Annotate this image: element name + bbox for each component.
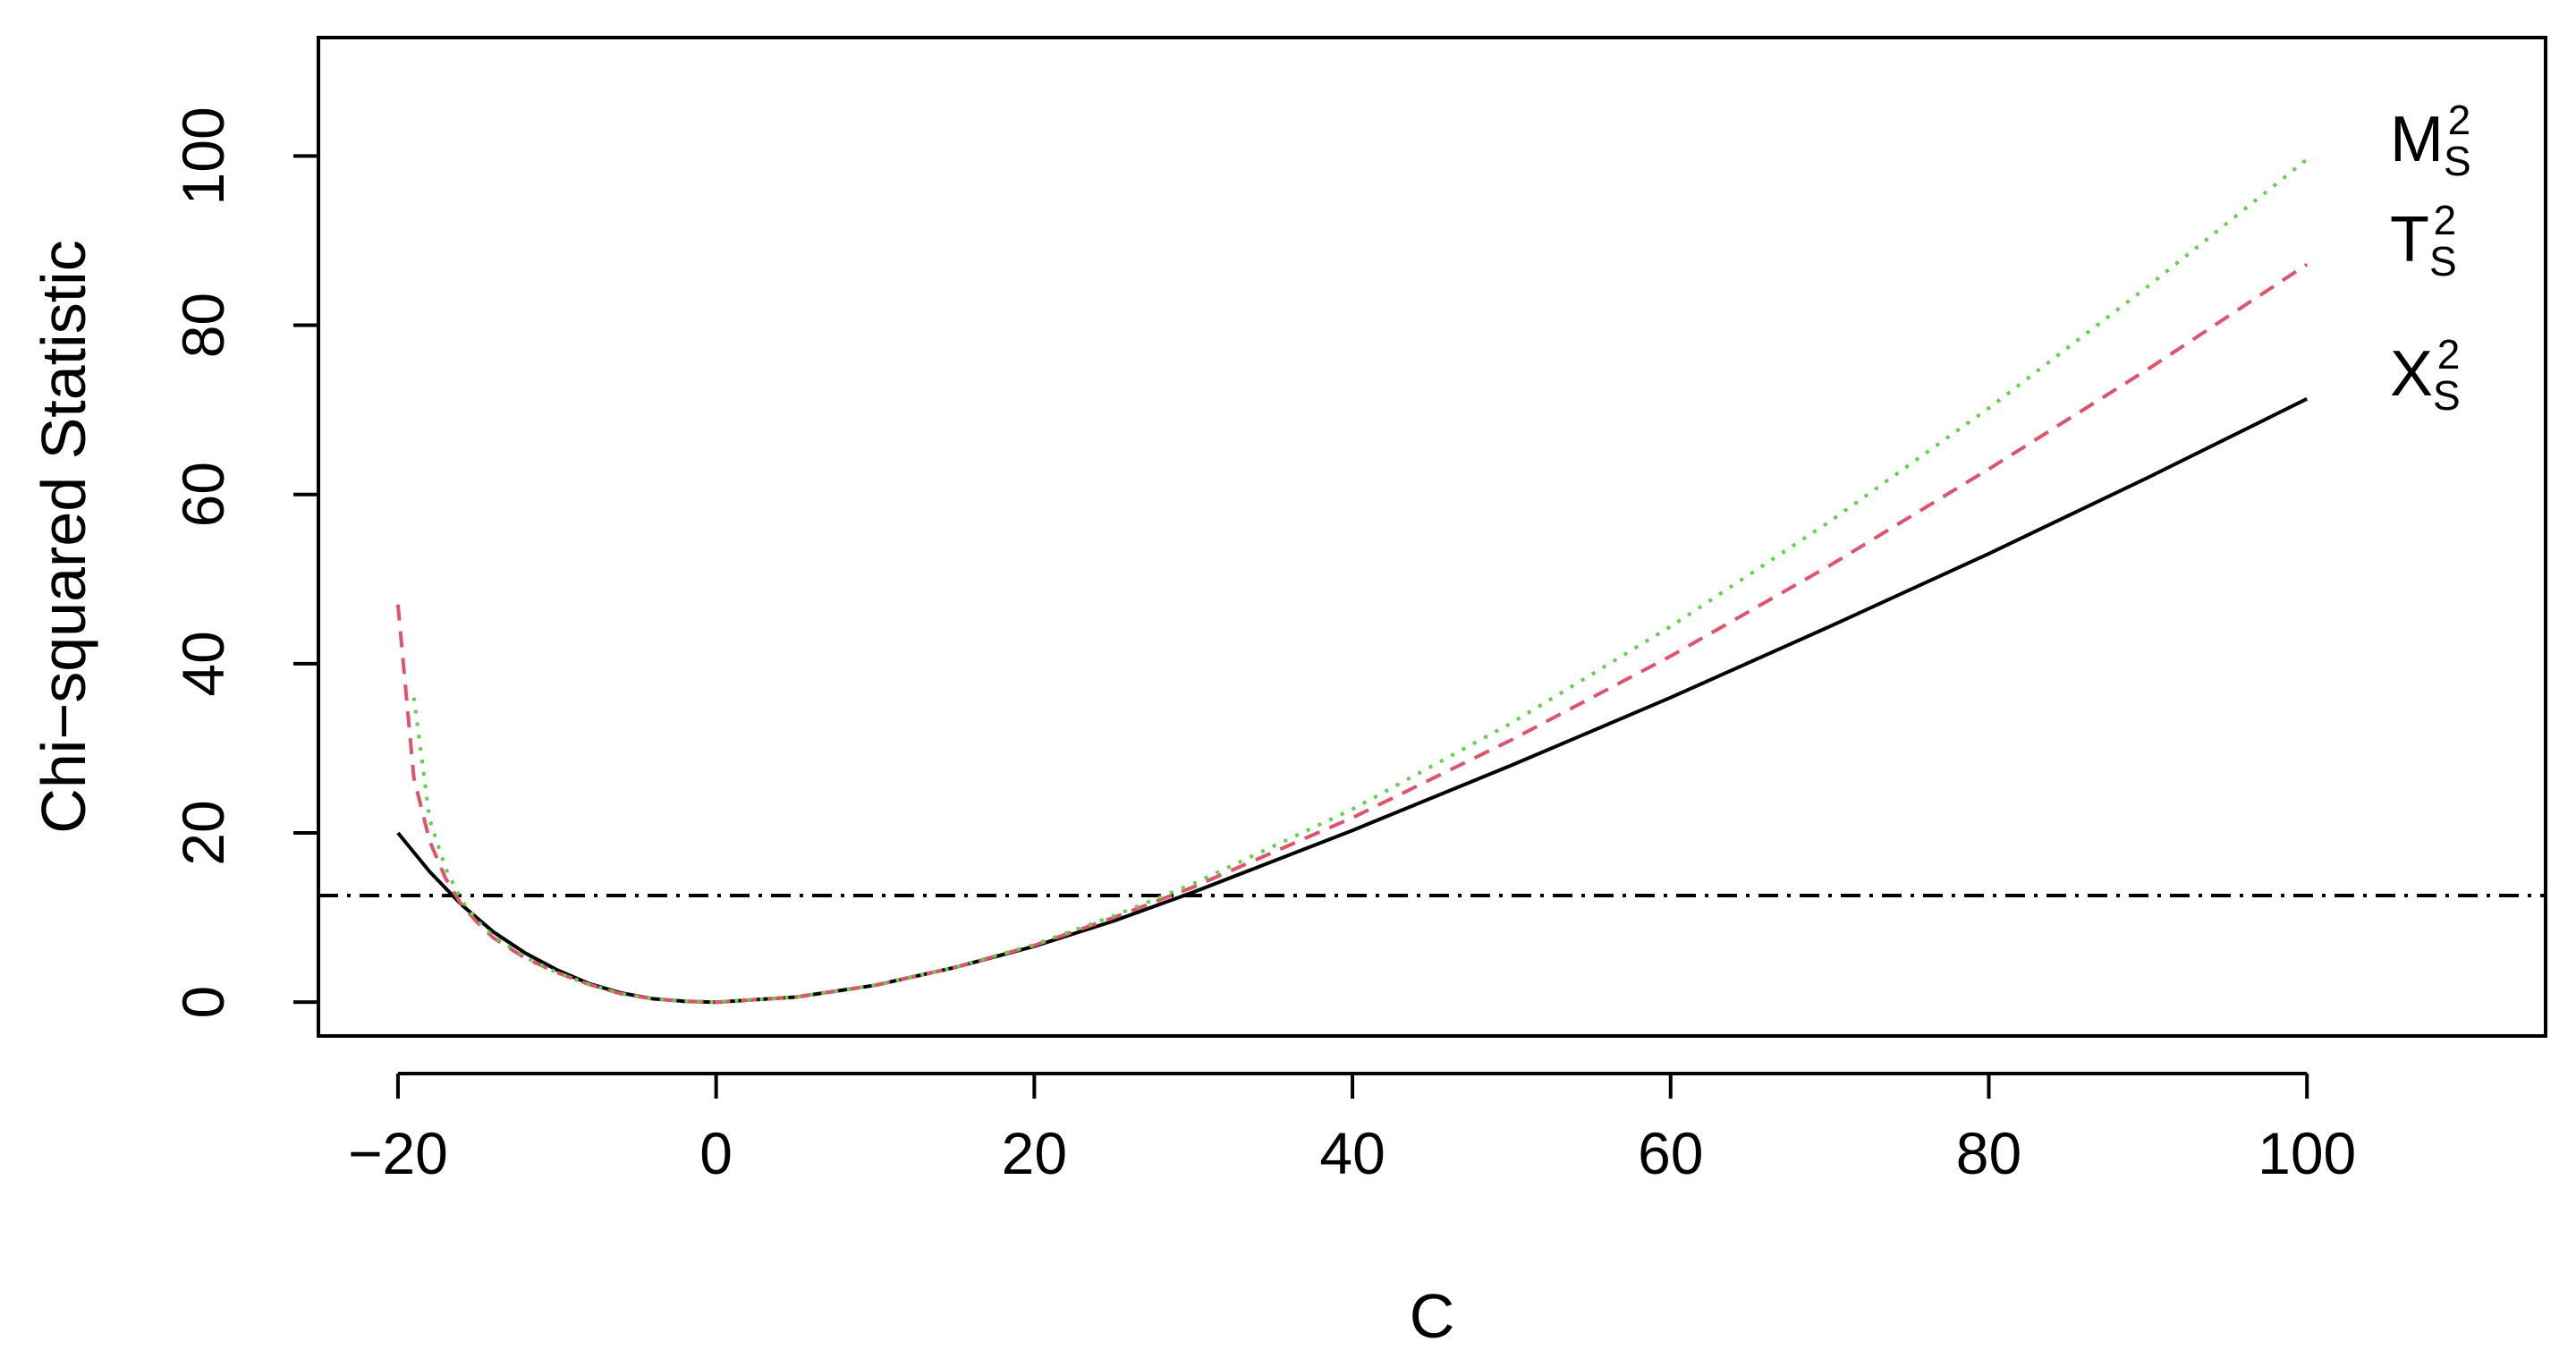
x-tick-label: 60 [1638, 1120, 1703, 1186]
x-tick-label: −20 [348, 1120, 448, 1186]
y-axis-label: Chi−squared Statistic [29, 240, 98, 833]
x-tick-label: 0 [699, 1120, 733, 1186]
x-tick-label: 80 [1956, 1120, 2021, 1186]
y-tick-label: 20 [170, 800, 236, 865]
curve-label-m: MS2 [2390, 97, 2471, 184]
y-tick-label: 60 [170, 462, 236, 527]
y-axis: 0 20 40 60 80 100 [170, 106, 320, 1019]
x-axis: −20 0 20 40 60 80 100 [348, 1072, 2356, 1186]
x-tick-label: 40 [1319, 1120, 1385, 1186]
y-tick-label: 100 [170, 106, 236, 205]
curve-label-t: TS2 [2390, 197, 2457, 284]
series-layer [395, 157, 2309, 1005]
series-line-m [411, 157, 2309, 1005]
curve-labels-layer: XS2 TS2 MS2 [2390, 97, 2471, 419]
y-tick-label: 0 [170, 986, 236, 1019]
x-tick-label: 20 [1002, 1120, 1067, 1186]
y-tick-label: 80 [170, 293, 236, 358]
y-tick-label: 40 [170, 631, 236, 696]
x-axis-label: C [1410, 1281, 1455, 1351]
series-line-t [395, 262, 2309, 1005]
curve-label-x: XS2 [2390, 331, 2461, 419]
x-tick-label: 100 [2258, 1120, 2356, 1186]
